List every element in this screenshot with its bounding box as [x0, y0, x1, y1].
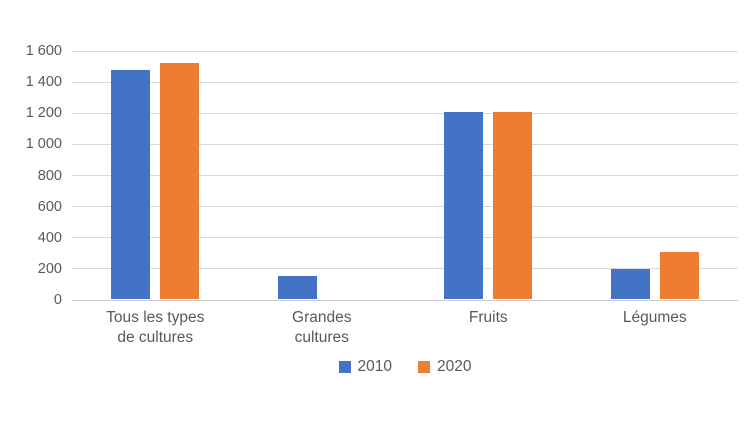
legend-entry-2010: 2010: [338, 358, 392, 376]
y-axis-tick-label: 1 400: [25, 74, 62, 91]
x-axis-category-label: Grandes cultures: [292, 309, 352, 346]
gridline-1000: [72, 143, 738, 145]
x-axis-category-label: Fruits: [468, 309, 508, 326]
plot-area: [72, 50, 738, 301]
bar-2020: [160, 63, 199, 299]
gridline-600: [72, 206, 738, 208]
legend-label-2020: 2020: [437, 358, 472, 375]
legend: 2010 2020: [72, 358, 738, 376]
gridline-400: [72, 237, 738, 239]
gridline-1600: [72, 50, 738, 52]
y-axis-tick-label: 0: [53, 292, 62, 308]
legend-swatch-2010: [338, 361, 351, 373]
x-axis-category-labels: Tous les types de cultures Grandes cultur…: [72, 308, 738, 352]
x-axis-category-label: Légumes: [622, 309, 687, 326]
gridline-800: [72, 175, 738, 176]
y-axis-tick-label: 400: [37, 229, 62, 246]
y-axis-tick-label: 1 200: [25, 105, 62, 122]
y-axis-tick-label: 800: [37, 167, 62, 184]
gridline-200: [72, 268, 738, 270]
bar-2020: [493, 112, 532, 299]
y-axis-tick-label: 1 600: [25, 43, 62, 59]
y-axis-tick-label: 200: [37, 260, 62, 277]
y-axis-tick-label: 1 000: [25, 136, 62, 153]
y-axis-tick-labels: 0 200 400 600 800 1 000 1 200 1 400 1 600: [0, 43, 62, 308]
y-axis-tick-label: 600: [37, 198, 62, 215]
bar-2020: [660, 252, 699, 299]
x-axis-category-label: Tous les types de cultures: [106, 309, 205, 346]
gridline-0: [72, 299, 738, 301]
legend-swatch-2020: [418, 361, 430, 373]
bar-2010: [444, 112, 483, 299]
bar-2010: [278, 276, 317, 299]
legend-entry-2020: 2020: [418, 358, 471, 376]
gridline-1200: [72, 112, 738, 114]
bar-2010: [111, 70, 150, 299]
legend-label-2010: 2010: [357, 358, 392, 375]
gridline-1400: [72, 81, 738, 83]
bar-2010: [611, 269, 650, 299]
